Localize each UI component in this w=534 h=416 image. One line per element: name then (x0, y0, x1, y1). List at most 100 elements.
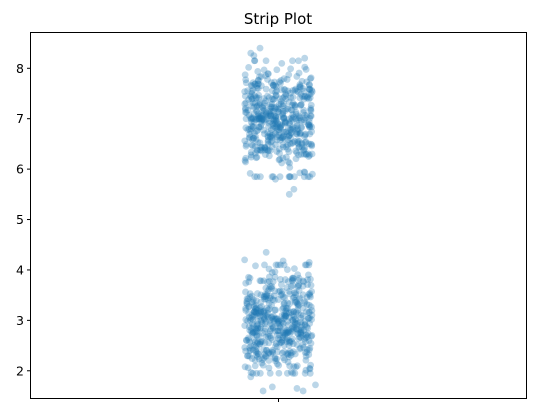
data-point (270, 292, 278, 300)
data-point (272, 261, 280, 269)
data-point (307, 361, 315, 369)
data-point (285, 328, 293, 336)
data-point (301, 144, 309, 152)
data-point (260, 116, 268, 124)
data-point (290, 363, 298, 370)
data-point (258, 115, 266, 123)
data-point (242, 306, 250, 314)
data-point (253, 84, 261, 92)
chart-title: Strip Plot (244, 10, 312, 28)
data-point (256, 340, 264, 348)
data-point (276, 155, 284, 163)
data-point (308, 316, 315, 323)
data-point (282, 105, 290, 112)
data-point (245, 309, 253, 317)
data-point (253, 106, 260, 114)
data-point (249, 328, 257, 336)
data-point (295, 57, 302, 65)
data-point (295, 295, 303, 303)
data-point (272, 120, 279, 128)
data-point (258, 338, 266, 345)
data-point (274, 348, 281, 356)
data-point (288, 129, 295, 137)
data-point (285, 131, 293, 139)
data-point (294, 302, 302, 310)
data-point (303, 349, 311, 356)
data-point (291, 101, 298, 109)
data-point (308, 288, 316, 295)
data-point (302, 151, 310, 158)
data-point (248, 96, 256, 103)
data-point (248, 90, 256, 97)
data-point (289, 316, 297, 324)
data-point (253, 93, 260, 101)
data-point (303, 331, 310, 339)
data-point (294, 271, 302, 279)
data-point (288, 117, 295, 125)
data-point (292, 289, 300, 297)
data-point (305, 351, 313, 358)
data-point (295, 114, 303, 122)
data-point (285, 71, 293, 79)
data-point (281, 313, 289, 321)
data-point (303, 94, 311, 102)
data-point (268, 322, 276, 329)
data-point (257, 82, 265, 90)
data-point (264, 76, 271, 83)
data-point (260, 314, 268, 322)
data-point (245, 336, 252, 344)
data-point (300, 344, 307, 351)
data-point (249, 320, 256, 328)
data-point (297, 323, 305, 331)
data-point (252, 308, 260, 316)
data-point (286, 139, 294, 147)
data-point (286, 329, 294, 337)
data-point (303, 293, 311, 301)
data-point (292, 291, 299, 299)
data-point (257, 112, 265, 120)
data-point (244, 352, 251, 360)
data-point (284, 124, 292, 132)
data-point (251, 132, 259, 140)
data-point (294, 300, 302, 308)
data-point (270, 117, 278, 125)
data-point (282, 312, 290, 320)
data-point (248, 312, 256, 319)
data-point (272, 103, 280, 111)
data-point (300, 106, 308, 114)
data-point (251, 362, 259, 370)
data-point (288, 275, 296, 282)
data-point (280, 348, 288, 356)
data-point (301, 349, 309, 356)
data-point (288, 337, 295, 345)
data-point (306, 121, 314, 129)
data-point (243, 337, 250, 344)
y-tick-label: 8 (16, 61, 24, 76)
data-point (279, 141, 287, 149)
data-point (285, 309, 293, 317)
data-point (257, 308, 265, 316)
data-point (294, 128, 301, 136)
data-point (268, 87, 276, 95)
data-point (269, 81, 277, 89)
data-point (251, 338, 259, 346)
data-point (287, 283, 295, 290)
data-point (245, 278, 253, 286)
data-point (268, 269, 276, 276)
data-point (249, 122, 257, 130)
data-point (305, 123, 313, 130)
data-point (281, 86, 289, 94)
data-point (299, 387, 307, 395)
data-point (302, 352, 310, 360)
data-point (291, 124, 299, 132)
data-point (273, 126, 281, 134)
data-point (269, 115, 277, 123)
data-point (292, 298, 300, 306)
data-point (244, 126, 252, 133)
data-point (294, 88, 302, 96)
data-point (248, 88, 255, 95)
data-point (253, 328, 261, 335)
data-point (294, 300, 301, 307)
data-point (257, 173, 264, 181)
data-point (252, 95, 260, 102)
